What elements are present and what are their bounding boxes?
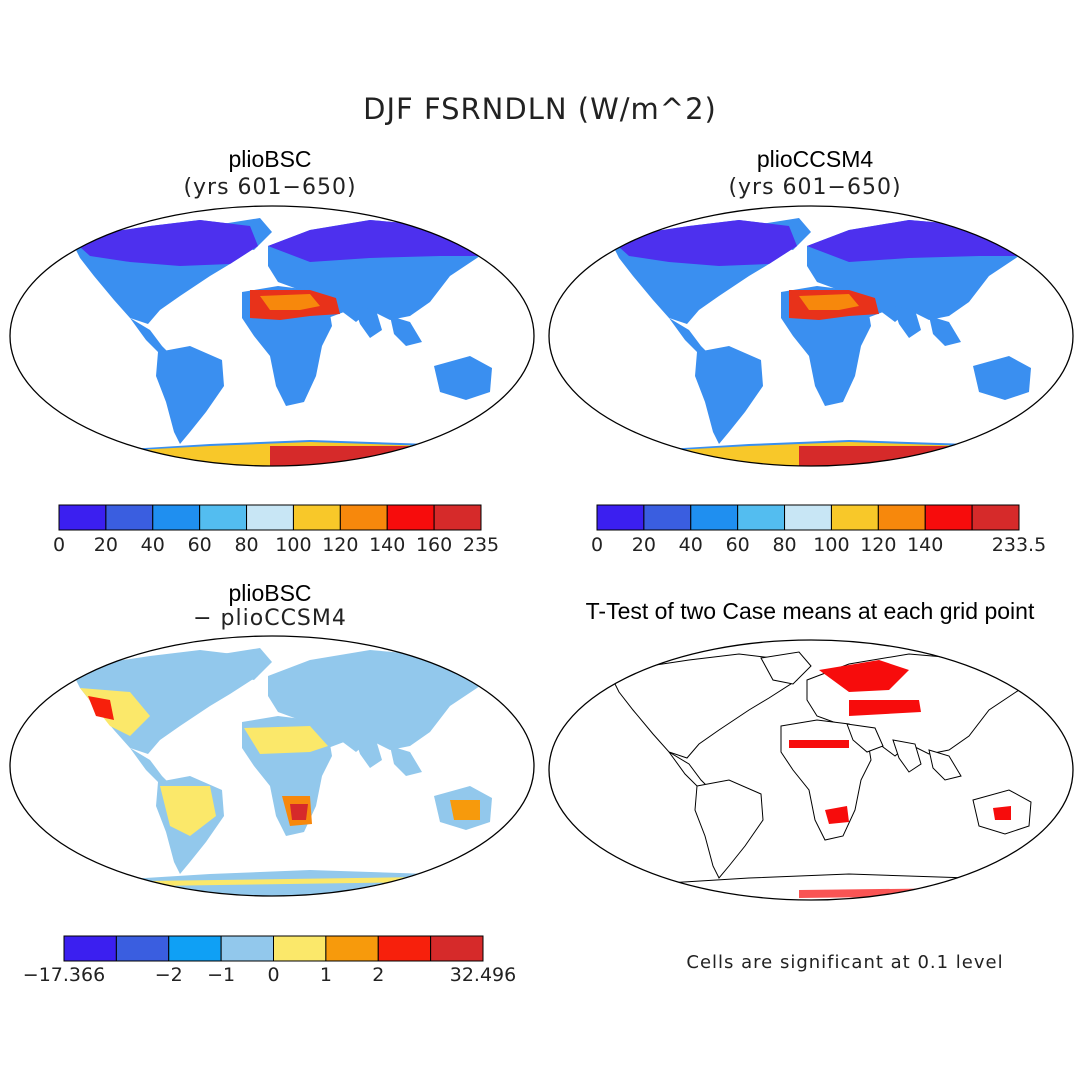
colorbar-swatch: [105, 504, 154, 531]
panel-1-subtitle: (yrs 601−650): [183, 175, 357, 200]
colorbar-tick-label: 40: [141, 534, 165, 556]
colorbar-tick-label: −2: [155, 964, 183, 986]
colorbar-swatch: [643, 504, 692, 531]
colorbar-swatch: [971, 504, 1020, 531]
colorbar-tick-label: 233.5: [992, 534, 1046, 556]
colorbar-tick-label: −17.366: [23, 964, 105, 986]
panel-1-title: plioBSC: [228, 146, 312, 172]
significance-note: Cells are significant at 0.1 level: [686, 952, 1004, 973]
panel-2-subtitle: (yrs 601−650): [728, 175, 902, 200]
colorbar-tick-label: 0: [53, 534, 65, 556]
colorbar-tick-label: 120: [860, 534, 896, 556]
colorbar-swatch: [596, 504, 645, 531]
colorbar-panel-3: −17.366 −2 −1 0 1 2 32.496: [23, 935, 516, 986]
colorbar-tick-label: 20: [94, 534, 118, 556]
colorbar-swatch: [377, 935, 432, 962]
colorbar-swatch: [168, 935, 222, 962]
colorbar-tick-label: 120: [322, 534, 358, 556]
colorbar-panel-1: 0 20 40 60 80 100 120 140 160 235: [53, 504, 499, 556]
colorbar-tick-label: 1: [320, 964, 332, 986]
colorbar-swatch: [386, 504, 435, 531]
colorbar-swatch: [199, 504, 248, 531]
panel-3-subtitle: − plioCCSM4: [193, 606, 347, 631]
colorbar-swatch: [430, 935, 484, 962]
figure-title: DJF FSRNDLN (W/m^2): [363, 92, 717, 126]
colorbar-tick-label: 0: [591, 534, 603, 556]
colorbar-tick-label: 20: [632, 534, 656, 556]
colorbar-swatch: [273, 935, 327, 962]
map-panel-4: [548, 639, 1074, 901]
colorbar-swatch: [830, 504, 879, 531]
colorbar-swatch: [339, 504, 388, 531]
colorbar-tick-label: 40: [679, 534, 703, 556]
colorbar-tick-label: 60: [188, 534, 212, 556]
colorbar-tick-label: −1: [207, 964, 235, 986]
colorbar-tick-label: 2: [372, 964, 384, 986]
panel-2-title: plioCCSM4: [756, 146, 874, 172]
colorbar-tick-label: 60: [726, 534, 750, 556]
colorbar-tick-label: 235: [463, 534, 499, 556]
colorbar-tick-label: 32.496: [450, 964, 516, 986]
colorbar-swatch: [737, 504, 786, 531]
colorbar-swatch: [58, 504, 107, 531]
colorbar-tick-label: 80: [234, 534, 258, 556]
panel-3-title: plioBSC: [228, 580, 312, 606]
colorbar-swatch: [325, 935, 379, 962]
colorbar-swatch: [690, 504, 739, 531]
colorbar-tick-label: 100: [813, 534, 849, 556]
colorbar-swatch: [924, 504, 973, 531]
colorbar-swatch: [152, 504, 201, 531]
panel-4-title: T-Test of two Case means at each grid po…: [585, 598, 1035, 624]
colorbar-swatch: [877, 504, 926, 531]
colorbar-swatch: [115, 935, 170, 962]
map-panel-1: [9, 205, 535, 467]
colorbar-tick-label: 0: [267, 964, 279, 986]
colorbar-swatch: [784, 504, 832, 531]
map-panel-3: [9, 635, 535, 897]
colorbar-swatch: [246, 504, 294, 531]
colorbar-swatch: [292, 504, 341, 531]
colorbar-swatch: [220, 935, 274, 962]
colorbar-swatch: [433, 504, 482, 531]
colorbar-tick-label: 140: [907, 534, 943, 556]
colorbar-tick-label: 160: [416, 534, 452, 556]
colorbar-swatch: [63, 935, 117, 962]
colorbar-panel-2: 0 20 40 60 80 100 120 140 233.5: [591, 504, 1046, 556]
colorbar-tick-label: 140: [369, 534, 405, 556]
colorbar-tick-label: 100: [275, 534, 311, 556]
colorbar-tick-label: 80: [772, 534, 796, 556]
map-panel-2: [548, 205, 1074, 467]
